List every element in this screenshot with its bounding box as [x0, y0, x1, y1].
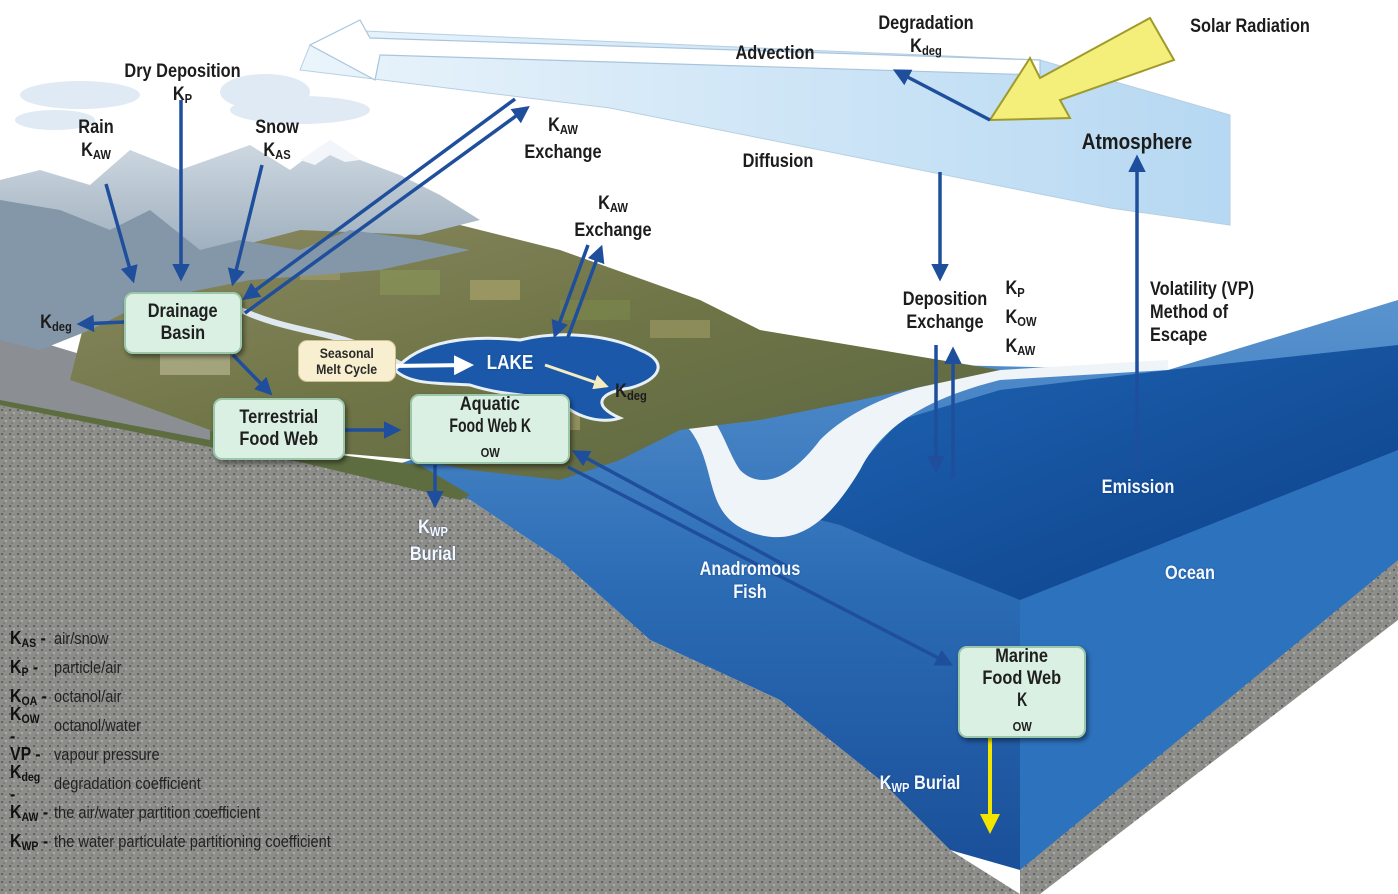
kaw-exchange-top-label: KAW Exchange [524, 115, 602, 163]
legend-description: octanol/water [54, 715, 141, 735]
emission-label: Emission [1101, 477, 1175, 498]
process-arrows [76, 69, 1146, 666]
legend: KAS - air/snow KP - particle/air KOA - octano… [10, 624, 470, 856]
kwp-burial-sea-label: KWP Burial [879, 773, 961, 795]
legend-row: VP - vapour pressure [10, 740, 470, 769]
rain-label: Rain KAW [78, 117, 114, 162]
ocean-side-rock [1020, 560, 1398, 894]
terrestrial-food-web-box: Terrestrial Food Web [213, 398, 345, 460]
legend-description: octanol/air [54, 686, 122, 706]
kdeg-lake-label: Kdeg [615, 381, 647, 403]
lake-kdeg-arrow [544, 363, 609, 390]
degradation-text: Degradation [878, 13, 974, 34]
legend-symbol: KOA - [10, 685, 47, 708]
dry-deposition-label: Dry Deposition KP [124, 61, 241, 106]
legend-row: KOW - octanol/water [10, 704, 470, 746]
volatility-label: Volatility (VP) Method of Escape [1150, 279, 1255, 346]
land-rock [0, 400, 1020, 894]
legend-description: the air/water partition coefficient [54, 802, 261, 822]
advection-label: Advection [735, 43, 815, 64]
atmosphere-band [299, 29, 1231, 226]
kaw-exchange-up-arrow [243, 105, 530, 315]
legend-dash: - [28, 656, 39, 677]
kdeg-left-arrow [76, 314, 126, 333]
melt-to-lake-arrow [389, 355, 474, 376]
degradation-label: Degradation Kdeg [874, 12, 977, 62]
kdeg-left-label: Kdeg [40, 312, 72, 334]
shoreline [560, 360, 1168, 538]
snow-label: Snow KAS [255, 117, 299, 162]
solar-radiation-arrow [988, 16, 1176, 122]
rain-arrow [104, 183, 138, 284]
lake-kaw-up-arrow [566, 244, 605, 338]
legend-symbol: KOW - [10, 704, 40, 746]
kaw-exchange-down-arrow [242, 97, 517, 301]
lake-kaw-down-arrow [551, 244, 590, 339]
legend-symbol: KWP - [10, 830, 49, 853]
legend-symbol: VP - [10, 744, 41, 764]
legend-description: the water particulate partitioning coeff… [54, 831, 331, 851]
legend-dash: - [38, 830, 49, 851]
legend-row: KP - particle/air [10, 653, 470, 682]
legend-row: KAW - the air/water partition coefficient [10, 798, 470, 827]
fish-upstream-arrow [571, 450, 791, 570]
clouds [15, 74, 370, 130]
legend-dash: - [10, 726, 16, 746]
legend-description: air/snow [54, 628, 109, 648]
snowcaps [300, 140, 360, 165]
diffusion-label: Diffusion [742, 151, 814, 172]
aquatic-food-web-box: Aquatic Food Web K OW [410, 394, 570, 464]
legend-dash: - [30, 744, 41, 764]
snow-arrow [227, 164, 264, 287]
degradation-arrow [892, 69, 991, 122]
deposition-exchange-label: Deposition Exchange [902, 289, 988, 333]
land-soil-strip [0, 370, 470, 500]
drainage-to-terrestrial-arrow [231, 353, 273, 396]
legend-dash: - [36, 627, 46, 648]
legend-row: KWP - the water particulate partitioning … [10, 827, 470, 856]
kaw-exchange-lake-label: KAW Exchange [574, 193, 652, 241]
deposition-coefficients: KP KOW KAW [1005, 278, 1037, 358]
solar-radiation-label: Solar Radiation [1190, 16, 1310, 37]
marine-food-web-box: Marine Food Web K OW [958, 646, 1086, 738]
legend-row: KOA - octanol/air [10, 682, 470, 711]
advection-arrow [308, 19, 1041, 81]
legend-row: KAS - air/snow [10, 624, 470, 653]
legend-symbol: KP - [10, 656, 39, 679]
fish-downstream-arrow [567, 465, 954, 666]
legend-dash: - [38, 801, 49, 822]
legend-symbol: Kdeg - [10, 762, 41, 804]
ocean-label: Ocean [1165, 563, 1215, 584]
ocean-side-face [1020, 450, 1398, 880]
kwp-burial-land-label: KWP Burial [409, 517, 457, 565]
atmosphere-label: Atmosphere [1081, 129, 1193, 154]
anadromous-fish-label: Anadromous Fish [699, 559, 801, 603]
degradation-k: Kdeg [910, 36, 942, 58]
legend-description: vapour pressure [54, 744, 160, 764]
legend-dash: - [37, 685, 47, 706]
lake-label: LAKE [486, 352, 534, 374]
legend-symbol: KAS - [10, 627, 46, 650]
seasonal-melt-cycle-box: Seasonal Melt Cycle [298, 340, 396, 382]
legend-dash: - [10, 784, 16, 804]
ocean-surface [760, 345, 1398, 600]
legend-row: Kdeg - degradation coefficient [10, 762, 470, 804]
legend-symbol: KAW - [10, 801, 49, 824]
legend-description: degradation coefficient [54, 773, 201, 793]
legend-description: particle/air [54, 657, 122, 677]
drainage-basin-box: Drainage Basin [124, 292, 242, 354]
